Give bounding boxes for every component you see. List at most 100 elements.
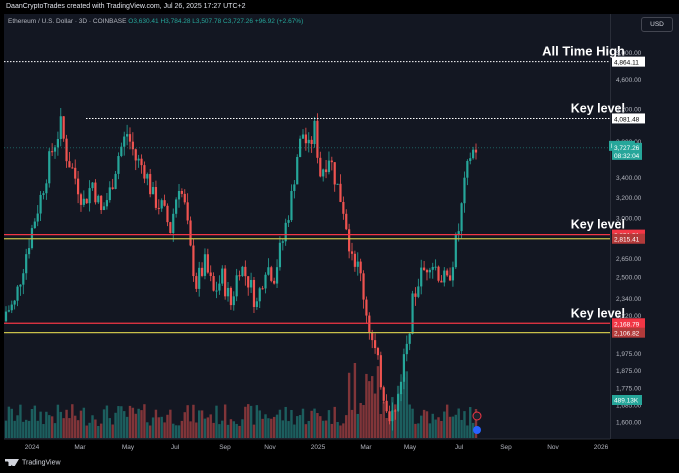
volume-bar — [151, 417, 155, 438]
volume-bar — [445, 404, 449, 438]
candle-body — [7, 310, 10, 312]
countdown-label: 08:32:04 — [614, 153, 640, 160]
candle-body — [324, 169, 328, 173]
volume-bar — [310, 410, 313, 438]
current-price-box — [612, 142, 642, 160]
volume-bar — [128, 405, 132, 438]
ohlc-high: H3,784.28 — [160, 18, 191, 25]
candle-body — [440, 280, 443, 283]
volume-bar — [137, 408, 140, 438]
candle-body — [304, 134, 307, 144]
volume-bar — [36, 420, 39, 438]
candle-body — [336, 183, 339, 185]
volume-bar — [368, 381, 371, 438]
candle-body — [108, 187, 111, 201]
candle-body — [79, 194, 83, 205]
candle-body — [391, 410, 394, 422]
y-tick-label: 2,650.00 — [616, 256, 642, 263]
volume-bar — [56, 404, 60, 438]
level-annotation: Key level — [571, 218, 625, 232]
volume-bar — [336, 421, 339, 438]
candle-body — [322, 169, 325, 177]
volume-bar — [405, 371, 408, 438]
volume-bar — [218, 424, 221, 438]
volume-value-label: 489.13K — [614, 398, 639, 405]
event-marker-icon — [472, 411, 482, 421]
flag-marker-icon — [473, 426, 481, 434]
volume-bar — [394, 404, 397, 438]
candle-body — [399, 381, 403, 395]
volume-bar — [172, 423, 175, 438]
volume-bar — [440, 420, 443, 438]
candle-body — [111, 187, 114, 189]
price-axis[interactable] — [610, 14, 679, 439]
volume-bar — [97, 425, 100, 438]
volume-bars — [4, 363, 478, 438]
volume-bar — [203, 418, 207, 438]
candle-body — [281, 241, 284, 243]
volume-bar — [379, 414, 383, 438]
candle-body — [319, 157, 322, 177]
volume-bar — [102, 409, 106, 438]
x-tick-label: May — [122, 444, 135, 451]
attribution-text: DaanCryptoTrades created with TradingVie… — [6, 3, 246, 10]
candle-body — [388, 411, 391, 422]
volume-bar — [272, 416, 276, 438]
volume-bar — [460, 419, 463, 438]
candle-body — [232, 296, 235, 306]
volume-bar — [255, 405, 259, 438]
volume-bar — [7, 406, 11, 438]
candle-body — [166, 205, 169, 223]
candle-body — [457, 231, 460, 235]
candle-body — [437, 266, 440, 281]
ohlc-low: L3,507.78 — [192, 18, 222, 25]
volume-bar — [76, 420, 80, 438]
y-tick-label: 1,775.00 — [616, 386, 642, 393]
x-tick-label: May — [404, 444, 417, 451]
candle-body — [13, 300, 16, 305]
candle-body — [45, 183, 48, 194]
volume-bar — [195, 422, 198, 438]
candle-body — [371, 332, 374, 341]
candle-body — [264, 274, 267, 289]
volume-bar — [200, 410, 204, 438]
candle-body — [198, 267, 201, 289]
candle-body — [385, 400, 388, 412]
volume-bar — [39, 411, 42, 438]
volume-bar — [48, 415, 51, 438]
candle-body — [85, 198, 88, 204]
candle-body — [91, 182, 94, 189]
x-axis-labels: 2024 Mar May Jul Sep Nov 2025 Mar May Jul Sep Nov 20… — [4, 438, 610, 451]
candle-body — [451, 267, 455, 281]
candle-body — [379, 355, 382, 388]
volume-bar — [19, 404, 22, 438]
volume-bar — [160, 416, 163, 438]
candle-body — [42, 193, 45, 195]
candles — [4, 108, 478, 431]
x-tick-label: Mar — [360, 444, 372, 451]
candle-body — [200, 267, 204, 276]
volume-bar — [238, 425, 241, 438]
candle-body — [183, 193, 186, 203]
volume-bar — [307, 420, 310, 438]
y-tick-label: 3,400.00 — [616, 175, 642, 182]
y-tick-label: 1,685.00 — [616, 403, 642, 410]
volume-bar — [65, 409, 68, 438]
candle-body — [105, 200, 109, 207]
x-tick-label: 2026 — [594, 444, 609, 451]
candle-body — [255, 301, 258, 307]
volume-bar — [215, 405, 218, 438]
currency-button[interactable]: USD — [641, 17, 673, 32]
volume-bar — [347, 372, 351, 438]
candle-body — [244, 266, 247, 277]
y-tick-label: 4,600.00 — [616, 77, 642, 84]
volume-bar — [399, 392, 403, 438]
volume-bar — [428, 423, 432, 438]
candle-body — [39, 194, 42, 214]
candle-body — [19, 284, 22, 287]
candle-body — [348, 229, 351, 252]
current-price-label: 3,727.26 — [614, 145, 640, 152]
plot-area[interactable] — [4, 14, 610, 439]
ohlc-change: +96.92 (+2.67%) — [254, 18, 304, 25]
